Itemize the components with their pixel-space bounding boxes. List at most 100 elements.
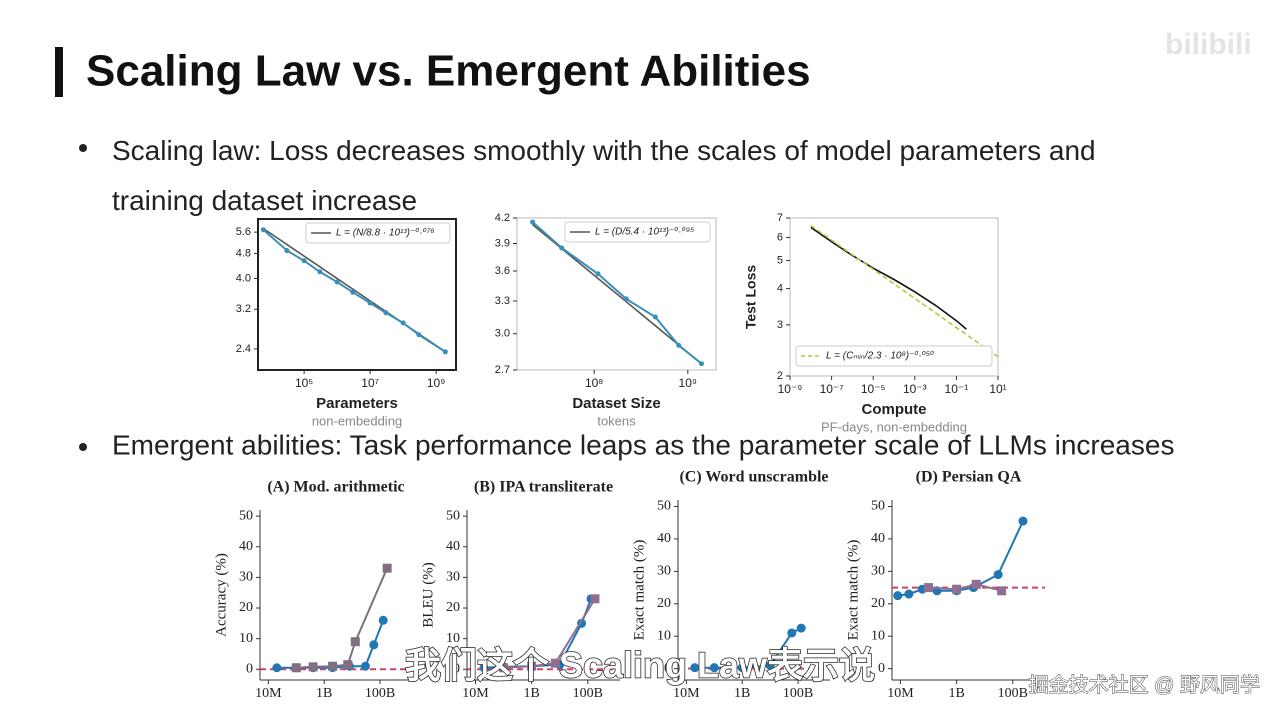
- x-tick-label: 100B: [783, 686, 813, 701]
- data-point: [291, 663, 301, 673]
- data-point: [737, 663, 747, 673]
- y-tick-label: 3.6: [495, 265, 510, 277]
- x-tick-label: 10⁸: [585, 376, 603, 390]
- y-tick-label: 40: [871, 531, 885, 546]
- y-tick-label: 2.4: [236, 343, 251, 355]
- y-tick-label: 4.8: [236, 247, 251, 259]
- data-point: [787, 628, 797, 638]
- data-point: [765, 660, 775, 670]
- data-point: [499, 663, 509, 673]
- y-tick-label: 0: [878, 661, 885, 676]
- chart-title: (C) Word unscramble: [679, 469, 828, 486]
- y-tick-label: 30: [657, 564, 671, 579]
- data-point: [479, 663, 489, 673]
- watermark: 掘金技术社区 @ 野风同学: [1029, 673, 1260, 696]
- x-tick-label: 100B: [573, 686, 603, 701]
- bullet: Emergent abilities: Task performance lea…: [112, 429, 1174, 460]
- caption: 我们这个 Scaling Law表示说: [405, 645, 875, 686]
- data-point: [971, 579, 981, 589]
- series-line: [296, 567, 389, 669]
- data-point: [334, 279, 340, 285]
- y-axis-label: BLEU (%): [420, 562, 436, 627]
- data-point: [997, 586, 1007, 596]
- y-tick-label: 40: [239, 539, 253, 554]
- data-point: [301, 258, 307, 264]
- y-tick-label: 3: [777, 319, 783, 331]
- data-point: [623, 296, 629, 302]
- x-axis-sublabel: PF-days, non-embedding: [821, 419, 967, 434]
- data-point: [530, 219, 536, 225]
- legend-label: L = (N/8.8 · 10¹³)⁻⁰·⁰⁷⁶: [336, 228, 435, 239]
- series-line: [928, 583, 1002, 592]
- y-tick-label: 20: [446, 600, 460, 615]
- y-tick-label: 30: [871, 564, 885, 579]
- data-point: [400, 320, 406, 326]
- series-line: [503, 598, 596, 669]
- data-point: [652, 314, 658, 320]
- x-tick-label: 1B: [734, 686, 750, 701]
- x-tick-label: 10⁹: [427, 376, 446, 390]
- y-axis-label: Exact match (%): [845, 540, 861, 641]
- data-point: [893, 591, 903, 601]
- y-tick-label: 2: [777, 370, 783, 382]
- data-point: [343, 660, 353, 670]
- data-point: [952, 584, 962, 594]
- chart-title: (D) Persian QA: [916, 469, 1022, 486]
- plot-frame: [789, 217, 999, 377]
- y-tick-label: 10: [871, 628, 885, 643]
- data-point: [676, 342, 682, 348]
- data-point: [904, 589, 914, 599]
- data-point: [360, 661, 370, 671]
- data-point: [260, 227, 266, 233]
- y-tick-label: 3.3: [495, 295, 510, 307]
- y-axis-label: Accuracy (%): [213, 553, 229, 637]
- series-line: [810, 226, 967, 330]
- slide-title: Scaling Law vs. Emergent Abilities: [86, 47, 811, 96]
- data-point: [308, 662, 318, 672]
- y-tick-label: 50: [239, 508, 253, 523]
- y-tick-label: 50: [446, 508, 460, 523]
- legend-box: [564, 221, 711, 243]
- y-tick-label: 3.9: [495, 237, 510, 249]
- x-tick-label: 10⁵: [295, 376, 313, 390]
- data-point: [698, 361, 704, 367]
- data-point: [595, 271, 601, 277]
- plot-frame: [516, 217, 717, 371]
- data-point: [350, 637, 360, 647]
- y-tick-label: 50: [871, 499, 885, 514]
- y-tick-label: 20: [871, 596, 885, 611]
- data-point: [284, 248, 290, 254]
- legend-box: [305, 222, 451, 244]
- x-tick-label: 10⁻⁵: [861, 382, 886, 396]
- y-tick-label: 3.0: [495, 328, 510, 340]
- y-tick-label: 3.2: [236, 303, 251, 315]
- data-point: [369, 640, 379, 650]
- x-tick-label: 10¹: [989, 382, 1006, 396]
- y-tick-label: 10: [446, 631, 460, 646]
- data-point: [993, 570, 1003, 580]
- y-tick-label: 30: [446, 570, 460, 585]
- y-tick-label: 10: [657, 628, 671, 643]
- data-point: [416, 332, 422, 338]
- chart-title: (B) IPA transliterate: [474, 479, 613, 496]
- x-axis-label: Dataset Size: [572, 395, 660, 412]
- x-tick-label: 1B: [523, 686, 539, 701]
- y-axis-label: Test Loss: [743, 265, 759, 330]
- legend-label: L = (D/5.4 · 10¹³)⁻⁰·⁰⁹⁵: [595, 227, 694, 238]
- y-tick-label: 4: [777, 282, 783, 294]
- data-point: [378, 615, 388, 625]
- data-point: [590, 594, 600, 604]
- y-tick-label: 40: [446, 539, 460, 554]
- y-tick-label: 5.6: [236, 226, 251, 238]
- x-tick-label: 10⁷: [361, 376, 379, 390]
- data-point: [383, 310, 389, 316]
- bullet: Scaling law: Loss decreases smoothly wit…: [112, 135, 1096, 216]
- x-tick-label: 10⁻⁹: [778, 382, 803, 396]
- y-tick-label: 7: [777, 212, 783, 224]
- data-point: [690, 663, 700, 673]
- data-point: [350, 289, 356, 295]
- y-tick-label: 10: [239, 631, 253, 646]
- x-tick-label: 1B: [948, 686, 964, 701]
- data-point: [527, 661, 537, 671]
